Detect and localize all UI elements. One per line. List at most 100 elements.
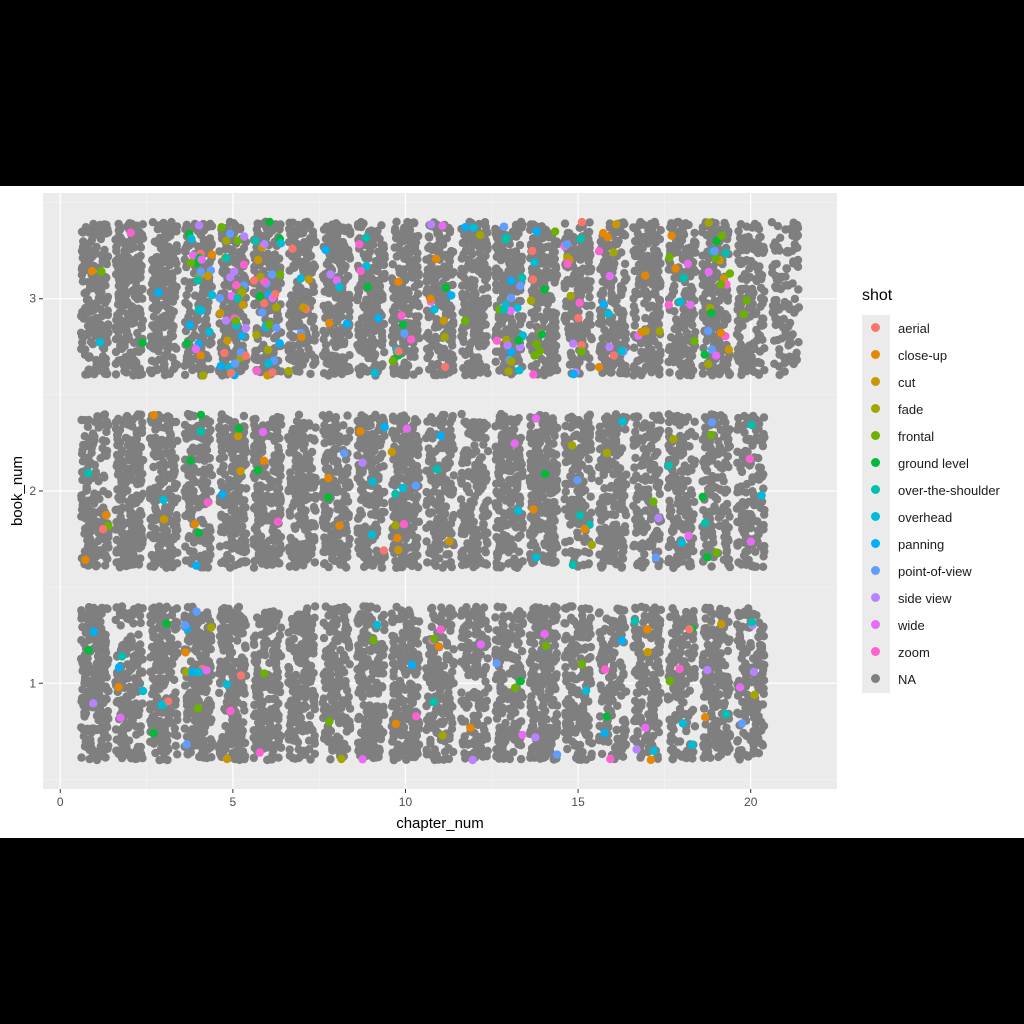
data-point-NA (96, 676, 106, 685)
data-point-NA (574, 752, 583, 761)
data-point-NA (604, 673, 614, 682)
data-point-NA (633, 727, 642, 736)
data-point-NA (439, 681, 448, 690)
data-point-NA (331, 737, 341, 747)
data-point-NA (300, 519, 309, 529)
data-point-NA (304, 736, 314, 745)
data-point-NA (620, 715, 629, 724)
data-point-NA (616, 658, 625, 667)
data-point-NA (365, 689, 374, 698)
data-point-NA (568, 683, 577, 692)
data-point-NA (684, 649, 693, 658)
data-point-NA (325, 666, 334, 675)
data-point-NA (290, 647, 299, 656)
data-point-NA (427, 622, 436, 631)
data-point-NA (239, 700, 248, 710)
data-point-NA (344, 643, 354, 652)
data-point-NA (241, 537, 250, 546)
data-point-NA (295, 724, 304, 733)
data-point-NA (131, 699, 141, 708)
data-point-NA (706, 607, 715, 616)
data-point-NA (77, 753, 86, 762)
data-point-NA (129, 436, 138, 445)
data-point-NA (754, 712, 763, 721)
data-point-NA (701, 673, 711, 683)
data-point-NA (132, 650, 141, 660)
data-point-NA (464, 610, 474, 619)
data-point-NA (738, 622, 747, 631)
data-point-NA (516, 754, 526, 764)
data-point-NA (173, 750, 182, 759)
data-point-NA (127, 636, 136, 646)
data-point-NA (717, 679, 726, 688)
data-point-NA (171, 741, 180, 750)
data-point-NA (517, 668, 526, 678)
data-point-NA (479, 603, 489, 612)
data-point-NA (216, 497, 226, 507)
data-point-NA (284, 701, 293, 710)
data-point-NA (483, 654, 492, 663)
data-point-NA (449, 645, 458, 654)
data-point-NA (101, 561, 110, 570)
data-point-NA (551, 722, 560, 731)
data-point-NA (295, 472, 304, 482)
data-point-NA (414, 724, 424, 733)
data-point-NA (82, 486, 91, 495)
data-point-NA (295, 657, 305, 666)
data-point-NA (77, 449, 87, 458)
data-point-NA (492, 714, 502, 723)
data-point-NA (275, 540, 285, 549)
data-point-NA (470, 736, 480, 746)
data-point-NA (707, 617, 716, 626)
data-point-NA (529, 724, 538, 733)
data-point-NA (354, 712, 364, 722)
data-point-NA (284, 485, 294, 494)
data-point-NA (339, 631, 348, 640)
data-point-NA (759, 676, 769, 685)
data-point-NA (173, 494, 182, 503)
data-point-NA (158, 537, 168, 546)
data-point-NA (581, 643, 590, 652)
data-point-NA (291, 556, 300, 565)
data-point-NA (470, 621, 480, 630)
data-point-NA (170, 675, 179, 685)
data-point-NA (119, 418, 128, 427)
data-point-NA (87, 444, 96, 453)
data-point-NA (597, 650, 606, 659)
data-point-NA (134, 630, 143, 639)
data-point-NA (99, 411, 108, 420)
data-point-NA (514, 740, 523, 749)
data-point-NA (408, 688, 417, 698)
data-point-NA (358, 636, 367, 645)
data-point-NA (267, 482, 276, 491)
data-point-NA (223, 550, 232, 560)
data-point-NA (363, 678, 372, 688)
data-point-NA (292, 613, 302, 622)
data-point-NA (319, 734, 329, 743)
data-point-NA (380, 644, 389, 653)
data-point-NA (481, 618, 490, 628)
data-point-NA (201, 752, 211, 761)
data-point-NA (129, 496, 138, 505)
data-point-NA (632, 713, 641, 723)
data-point-NA (207, 471, 217, 480)
data-point-NA (215, 747, 225, 756)
data-point-NA (101, 682, 111, 691)
data-point-NA (460, 698, 469, 707)
data-point-NA (239, 682, 248, 691)
data-point-NA (748, 734, 758, 743)
data-point-NA (568, 737, 577, 746)
data-point-NA (561, 619, 570, 628)
data-point-NA (756, 640, 765, 650)
data-point-NA (148, 439, 157, 448)
data-point-NA (203, 612, 212, 621)
data-point-NA (510, 701, 519, 710)
data-point-NA (629, 643, 638, 652)
data-point-NA (544, 694, 553, 703)
data-point-NA (132, 607, 141, 616)
data-point-NA (406, 679, 415, 688)
data-point-NA (666, 731, 676, 740)
data-point-NA (733, 736, 743, 745)
data-point-NA (645, 711, 654, 720)
data-point-NA (242, 484, 251, 493)
